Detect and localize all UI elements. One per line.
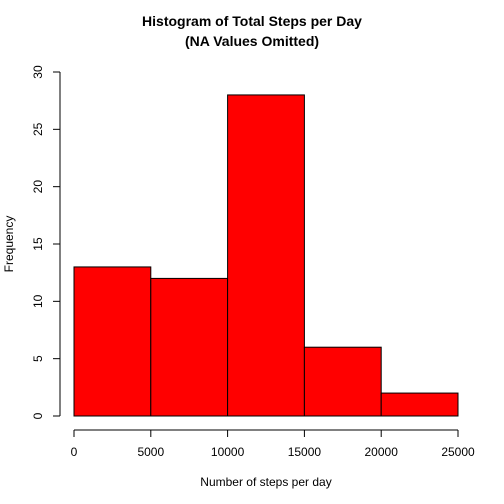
histogram-bar-5 [380, 392, 459, 417]
chart-subtitle: (NA Values Omitted) [185, 33, 319, 49]
histogram-bar-4 [303, 346, 382, 417]
y-tick-label: 30 [31, 65, 45, 79]
histogram-bar-2 [150, 277, 229, 417]
y-axis: 0 5 10 15 20 25 30 [31, 65, 61, 419]
histogram-bar-1 [73, 266, 152, 417]
y-axis-label: Frequency [2, 216, 16, 273]
x-tick-label: 20000 [365, 445, 399, 459]
chart-title: Histogram of Total Steps per Day [142, 13, 362, 29]
x-tick-label: 15000 [288, 445, 322, 459]
y-tick-label: 25 [31, 122, 45, 136]
y-tick-label: 5 [31, 355, 45, 362]
y-tick-label: 15 [31, 237, 45, 251]
x-axis: 0 5000 10000 15000 20000 25000 [71, 429, 475, 459]
y-tick-label: 10 [31, 294, 45, 308]
y-tick-label: 0 [31, 412, 45, 419]
x-axis-label: Number of steps per day [200, 475, 331, 489]
x-tick-label: 25000 [441, 445, 475, 459]
histogram-bar-3 [227, 94, 305, 417]
x-tick-label: 0 [71, 445, 78, 459]
bars-layer [73, 94, 459, 417]
x-tick-label: 5000 [137, 445, 164, 459]
y-tick-label: 20 [31, 180, 45, 194]
x-tick-label: 10000 [211, 445, 245, 459]
